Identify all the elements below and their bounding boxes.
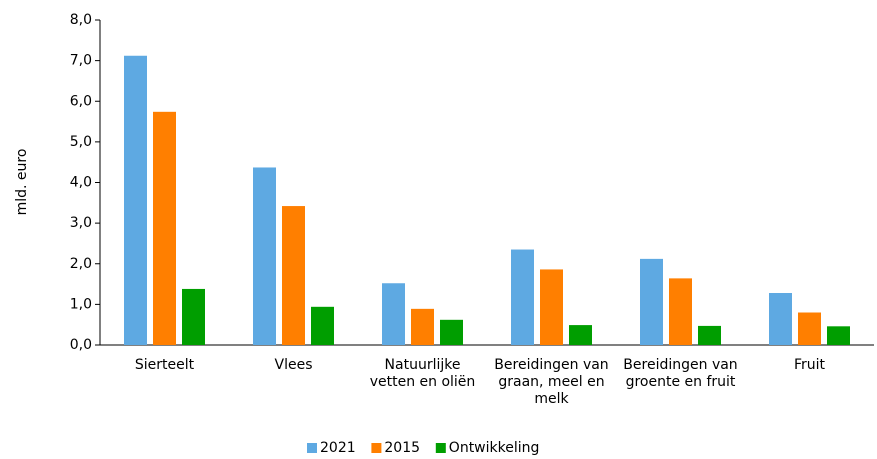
- legend-label: 2021: [320, 440, 356, 456]
- y-tick-label: 1,0: [70, 296, 92, 312]
- bar: [253, 167, 276, 345]
- y-tick-label: 7,0: [70, 53, 92, 69]
- x-tick-label: Vlees: [274, 357, 313, 373]
- y-tick-label: 0,0: [70, 337, 92, 353]
- bar: [382, 283, 405, 345]
- legend-label: Ontwikkeling: [449, 440, 540, 456]
- y-tick-label: 5,0: [70, 134, 92, 150]
- y-tick-label: 8,0: [70, 12, 92, 28]
- bar: [698, 325, 721, 345]
- bar: [153, 111, 176, 345]
- bar: [798, 312, 821, 345]
- y-tick-label: 3,0: [70, 215, 92, 231]
- legend-swatch: [435, 443, 446, 453]
- legend-swatch: [307, 443, 317, 453]
- bar: [769, 293, 792, 345]
- x-tick-label: Fruit: [793, 357, 826, 373]
- x-tick-label: Natuurlijke vetten en oliën: [369, 357, 476, 390]
- bar: [411, 308, 434, 345]
- bar: [182, 288, 205, 345]
- bar: [569, 325, 592, 345]
- y-tick-label: 2,0: [70, 256, 92, 272]
- bar: [640, 258, 663, 345]
- y-tick-label: 6,0: [70, 93, 92, 109]
- x-tick-label: Bereidingen van graan, meel en melk: [494, 357, 609, 407]
- bar: [311, 306, 334, 345]
- bar: [124, 55, 147, 345]
- x-tick-label: Sierteelt: [134, 357, 195, 373]
- bar: [511, 249, 534, 345]
- bar: [827, 326, 850, 345]
- x-tick-label: Bereidingen van groente en fruit: [623, 357, 738, 390]
- bar: [669, 278, 692, 345]
- bar: [440, 319, 463, 345]
- y-axis-label: mld. euro: [14, 149, 30, 216]
- legend-swatch: [371, 443, 382, 453]
- legend-label: 2015: [384, 440, 420, 456]
- bar: [282, 206, 305, 345]
- y-tick-label: 4,0: [70, 175, 92, 191]
- bar: [540, 269, 563, 345]
